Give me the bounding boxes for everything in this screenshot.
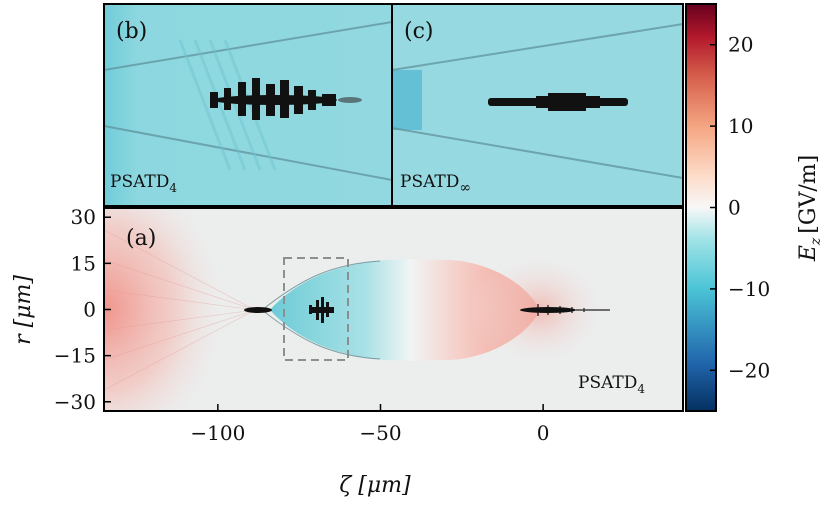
panel-b-label: (b): [116, 19, 147, 44]
colorbar-label: Ez[GV/m]: [796, 155, 824, 262]
x-tick-label: −50: [359, 421, 401, 445]
y-tick-label: 30: [71, 205, 96, 229]
x-tick-label: 0: [537, 421, 550, 445]
y-tick-label: 15: [71, 251, 96, 275]
colorbar-tick-label: 10: [728, 114, 753, 138]
colorbar-tick-label: 0: [728, 196, 741, 220]
panel-c-frame: [391, 3, 684, 207]
colorbar-tick-label: −20: [728, 358, 770, 382]
colorbar-tick-label: 20: [728, 33, 753, 57]
zoom-box: [283, 257, 349, 361]
panel-a-method-label: PSATD4: [578, 373, 645, 396]
panel-a-field: [104, 208, 683, 411]
panel-b: (b) PSATD4: [103, 3, 393, 207]
y-tick-label: −30: [54, 390, 96, 414]
panel-c-label: (c): [404, 19, 434, 44]
x-tick-label: −100: [190, 421, 245, 445]
panel-c-method-label: PSATD∞: [400, 172, 471, 196]
y-axis-label: r [μm]: [11, 275, 36, 345]
panel-a: (a) PSATD4 −100 −50 0 30 15 0 −15 −30 ζ [μm] r …: [11, 205, 684, 498]
panel-c: (c) PSATD∞: [391, 3, 684, 207]
x-axis-label: ζ [μm]: [339, 473, 411, 498]
panel-a-axes: −100 −50 0 30 15 0 −15 −30: [54, 205, 550, 445]
colorbar-tick-label: −10: [728, 277, 770, 301]
y-tick-label: −15: [54, 344, 96, 368]
colorbar: 20 10 0 −10 −20 Ez[GV/m]: [685, 3, 824, 412]
colorbar-ticks: 20 10 0 −10 −20: [710, 33, 770, 382]
panel-b-method-label: PSATD4: [110, 172, 177, 195]
y-tick-label: 0: [83, 298, 96, 322]
panel-a-label: (a): [126, 226, 156, 251]
